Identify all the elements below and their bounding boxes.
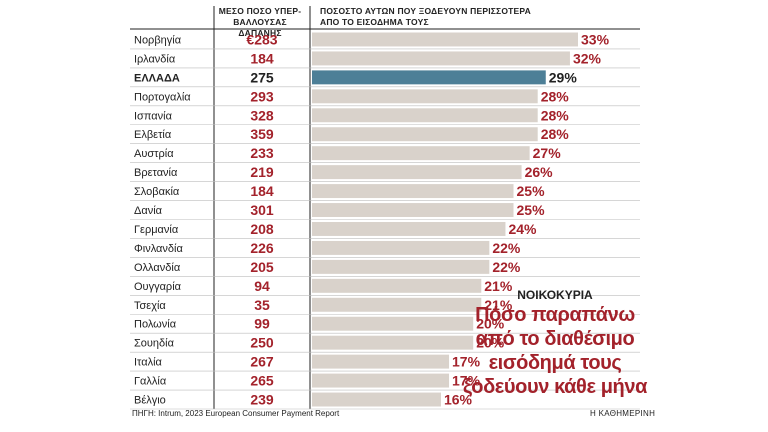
bar — [312, 184, 514, 199]
bar-value-label: 17% — [452, 354, 481, 370]
bar — [312, 373, 450, 388]
avg-overspend-value: 250 — [250, 335, 274, 351]
bar — [312, 127, 538, 142]
avg-overspend-value: 184 — [250, 50, 274, 66]
bar — [312, 259, 490, 274]
bar-value-label: 26% — [525, 164, 554, 180]
avg-overspend-value: 359 — [250, 126, 274, 142]
avg-overspend-value: 239 — [250, 392, 274, 408]
pct-header-line2: ΑΠΟ ΤΟ ΕΙΣΟΔΗΜΑ ΤΟΥΣ — [320, 17, 429, 27]
bar — [312, 165, 522, 180]
headline-line1: Πόσο παραπάνω — [475, 304, 635, 326]
country-label: Ολλανδία — [134, 262, 181, 274]
avg-overspend-value: 99 — [254, 316, 270, 332]
avg-overspend-value: 265 — [250, 373, 274, 389]
country-label: Ισπανία — [134, 110, 173, 122]
bar-value-label: 33% — [581, 31, 610, 47]
bar-value-label: 25% — [517, 183, 546, 199]
avg-header-line1: ΜΕΣΟ ΠΟΣΟ ΥΠΕΡ- — [218, 6, 302, 16]
bar-value-label: 28% — [541, 88, 570, 104]
country-label: Σουηδία — [134, 338, 175, 350]
country-label: Πορτογαλία — [134, 91, 191, 103]
avg-overspend-value: 301 — [250, 202, 274, 218]
country-label: Γερμανία — [134, 224, 179, 236]
bar-value-label: 21% — [484, 297, 513, 313]
country-label: Ουγγαρία — [134, 281, 182, 293]
bar — [312, 108, 538, 123]
avg-overspend-value: 267 — [250, 354, 274, 370]
bar — [312, 316, 474, 331]
bar — [312, 203, 514, 217]
bar-value-label: 28% — [541, 126, 570, 142]
bar — [312, 146, 530, 161]
avg-overspend-value: 233 — [250, 145, 274, 161]
bar-value-label: 22% — [492, 240, 521, 256]
bar-value-label: 20% — [476, 316, 505, 332]
source-note: ΠΗΓΗ: Intrum, 2023 European Consumer Pay… — [132, 409, 340, 418]
bar — [312, 32, 578, 47]
pct-header-line1: ΠΟΣΟΣΤΟ ΑΥΤΩΝ ΠΟΥ ΞΟΔΕΥΟΥΝ ΠΕΡΙΣΣΟΤΕΡΑ — [320, 6, 532, 16]
bar — [312, 335, 474, 350]
bar-value-label: 25% — [517, 202, 546, 218]
bar-value-label: 28% — [541, 107, 570, 123]
avg-header-line2: ΒΑΛΛΟΥΣΑΣ ΔΑΠΑΝΗΣ — [233, 17, 287, 38]
country-label: Σλοβακία — [134, 186, 180, 198]
avg-overspend-value: 226 — [250, 240, 274, 256]
bar — [312, 240, 490, 255]
headline-line2: από το διαθέσιμο — [475, 328, 635, 350]
bar — [312, 354, 450, 369]
avg-overspend-value: 293 — [250, 88, 274, 104]
bar-value-label: 22% — [492, 259, 521, 275]
avg-overspend-value: 219 — [250, 164, 274, 180]
headline-line4: ξοδεύουν κάθε μήνα — [463, 376, 647, 398]
avg-overspend-value: 275 — [250, 69, 274, 85]
bar — [312, 89, 538, 104]
bar-value-label: 32% — [573, 50, 602, 66]
avg-overspend-value: 94 — [254, 278, 270, 294]
bar-value-label: 20% — [476, 335, 505, 351]
bar-value-label: 27% — [533, 145, 562, 161]
bar-value-label: 24% — [508, 221, 537, 237]
country-label: Ιταλία — [134, 357, 163, 369]
country-label: Δανία — [134, 205, 163, 217]
pct-column-header: ΠΟΣΟΣΤΟ ΑΥΤΩΝ ΠΟΥ ΞΟΔΕΥΟΥΝ ΠΕΡΙΣΣΟΤΕΡΑ Α… — [320, 6, 540, 28]
bar-value-label: 17% — [452, 373, 481, 389]
bar — [312, 392, 441, 407]
bar-value-label: 21% — [484, 278, 513, 294]
bar — [312, 70, 546, 85]
country-label: Βέλγιο — [134, 395, 166, 407]
kicker: ΝΟΙΚΟΚΥΡΙΑ — [517, 288, 593, 302]
avg-overspend-value: 184 — [250, 183, 274, 199]
country-label: Τσεχία — [134, 300, 166, 312]
country-label: ΕΛΛΑΔΑ — [134, 72, 180, 84]
country-label: Αυστρία — [134, 148, 174, 160]
country-label: Βρετανία — [134, 167, 178, 179]
bar-value-label: 16% — [444, 392, 473, 408]
country-label: Ελβετία — [134, 129, 172, 141]
country-label: Γαλλία — [134, 376, 167, 388]
avg-overspend-value: 205 — [250, 259, 274, 275]
avg-overspend-value: 328 — [250, 107, 274, 123]
avg-column-header: ΜΕΣΟ ΠΟΣΟ ΥΠΕΡ- ΒΑΛΛΟΥΣΑΣ ΔΑΠΑΝΗΣ — [212, 6, 308, 39]
headline: Πόσο παραπάνω από το διαθέσιμο εισόδημά … — [456, 303, 654, 399]
avg-overspend-value: €283 — [246, 31, 277, 47]
country-label: Ιρλανδία — [134, 53, 176, 65]
avg-overspend-value: 35 — [254, 297, 270, 313]
publisher-brand: Η ΚΑΘΗΜΕΡΙΝΗ — [590, 409, 656, 418]
country-label: Νορβηγία — [134, 34, 182, 46]
bar-value-label: 29% — [549, 69, 578, 85]
country-label: Πολωνία — [134, 319, 177, 331]
bar — [312, 278, 482, 293]
headline-line3: εισόδημά τους — [488, 352, 622, 374]
bar — [312, 222, 506, 236]
country-label: Φινλανδία — [134, 243, 183, 255]
bar — [312, 51, 570, 66]
bar — [312, 297, 482, 312]
avg-overspend-value: 208 — [250, 221, 274, 237]
